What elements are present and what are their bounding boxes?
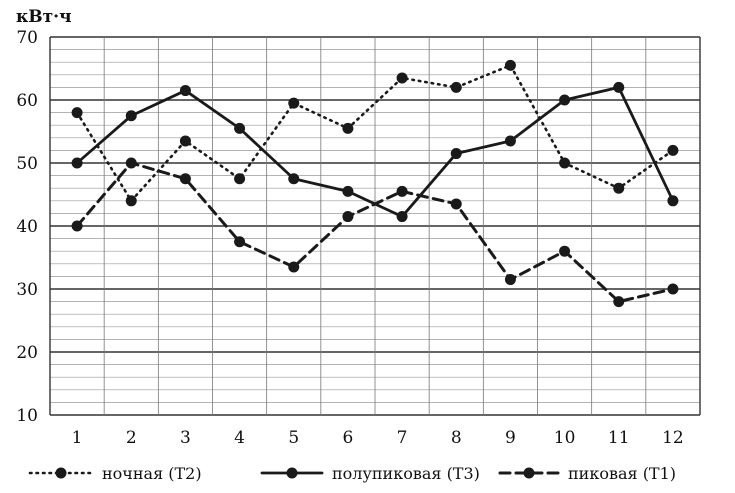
x-tick-label: 1 (72, 428, 83, 448)
data-point (234, 173, 246, 185)
data-point (504, 59, 516, 71)
plot-grid (49, 36, 701, 416)
data-point (234, 122, 246, 134)
data-point (396, 185, 408, 197)
legend-label: полупиковая (Т3) (332, 464, 480, 483)
data-point (342, 211, 354, 223)
series-line (75, 64, 675, 203)
data-point (667, 144, 679, 156)
series-3 (71, 157, 679, 308)
data-point (667, 283, 679, 295)
data-point (125, 157, 137, 169)
data-point (396, 211, 408, 223)
legend-label: ночная (Т2) (102, 464, 202, 483)
data-point (342, 185, 354, 197)
x-tick-label: 10 (554, 428, 576, 448)
data-point (450, 148, 462, 160)
data-point (559, 245, 571, 257)
legend-item: полупиковая (Т3) (260, 464, 480, 483)
data-point (125, 195, 137, 207)
y-tick-label: 30 (16, 280, 38, 300)
legend-marker (286, 467, 298, 479)
data-point (179, 173, 191, 185)
legend-item: ночная (Т2) (28, 464, 202, 483)
y-tick-label: 60 (16, 91, 38, 111)
x-tick-label: 11 (608, 428, 630, 448)
data-point (125, 110, 137, 122)
x-tick-label: 4 (234, 428, 245, 448)
data-point (179, 85, 191, 97)
x-tick-label: 3 (180, 428, 191, 448)
x-tick-label: 12 (662, 428, 684, 448)
data-point (179, 135, 191, 147)
legend-marker (55, 467, 67, 479)
data-point (342, 122, 354, 134)
y-tick-label: 40 (16, 217, 38, 237)
data-point (71, 220, 83, 232)
data-point (396, 72, 408, 84)
data-point (288, 173, 300, 185)
series-1 (71, 59, 679, 207)
data-point (71, 157, 83, 169)
y-axis-unit-label: кВт·ч (16, 7, 72, 27)
data-point (504, 135, 516, 147)
x-tick-label: 5 (288, 428, 299, 448)
data-point (288, 97, 300, 109)
x-tick-label: 9 (505, 428, 516, 448)
x-tick-labels: 1 2 3 4 5 6 7 8 9 10 11 12 (72, 428, 684, 448)
data-point (559, 94, 571, 106)
y-tick-label: 50 (16, 154, 38, 174)
data-point (234, 236, 246, 248)
data-point (71, 107, 83, 119)
x-tick-label: 7 (397, 428, 408, 448)
series-group (71, 59, 679, 308)
y-tick-label: 10 (16, 406, 38, 426)
data-point (613, 296, 625, 308)
legend-item: пиковая (Т1) (498, 464, 676, 483)
x-tick-label: 8 (451, 428, 462, 448)
legend-label: пиковая (Т1) (568, 464, 676, 483)
x-tick-label: 6 (343, 428, 354, 448)
data-point (450, 198, 462, 210)
y-tick-label: 20 (16, 343, 38, 363)
data-point (613, 81, 625, 93)
data-point (504, 274, 516, 286)
data-point (613, 182, 625, 194)
data-point (288, 261, 300, 273)
data-point (450, 81, 462, 93)
y-tick-label: 70 (16, 28, 38, 48)
legend-marker (523, 467, 535, 479)
x-tick-label: 2 (126, 428, 137, 448)
y-tick-labels: 10 20 30 40 50 60 70 (16, 28, 38, 426)
series-line (75, 161, 675, 304)
data-point (559, 157, 571, 169)
legend: ночная (Т2) полупиковая (Т3) пиковая (Т1) (28, 464, 676, 483)
data-point (667, 195, 679, 207)
